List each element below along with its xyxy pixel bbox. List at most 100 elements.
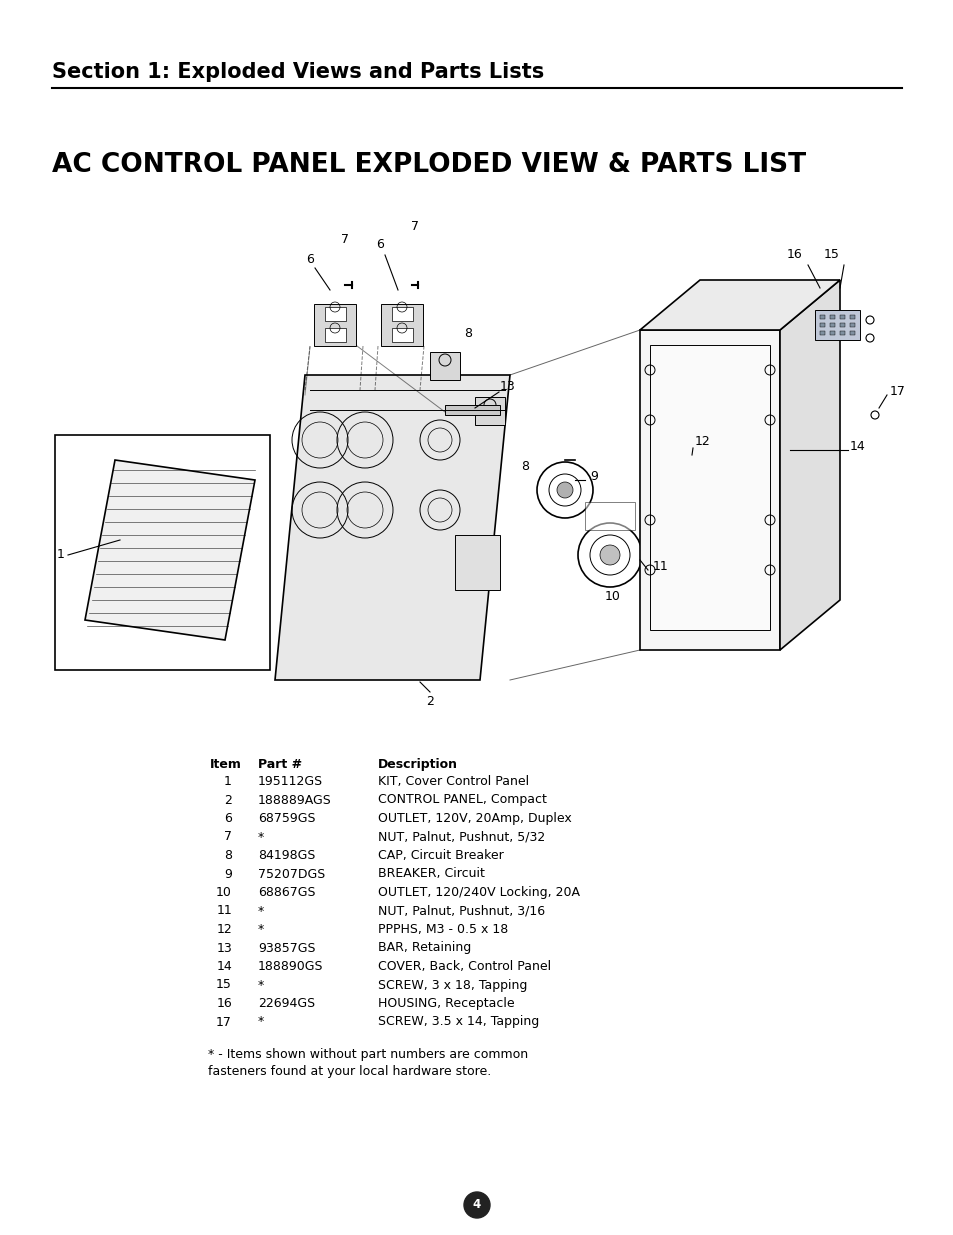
Bar bbox=[820, 324, 824, 327]
Text: 6: 6 bbox=[375, 238, 383, 251]
Text: COVER, Back, Control Panel: COVER, Back, Control Panel bbox=[377, 960, 551, 973]
Polygon shape bbox=[639, 280, 840, 330]
Text: BREAKER, Circuit: BREAKER, Circuit bbox=[377, 867, 484, 881]
Text: OUTLET, 120V, 20Amp, Duplex: OUTLET, 120V, 20Amp, Duplex bbox=[377, 811, 571, 825]
Text: HOUSING, Receptacle: HOUSING, Receptacle bbox=[377, 997, 514, 1010]
Text: 7: 7 bbox=[340, 233, 349, 246]
Circle shape bbox=[716, 426, 723, 433]
Text: CONTROL PANEL, Compact: CONTROL PANEL, Compact bbox=[377, 794, 546, 806]
Bar bbox=[840, 315, 844, 319]
Text: PPPHS, M3 - 0.5 x 18: PPPHS, M3 - 0.5 x 18 bbox=[377, 923, 508, 936]
Bar bbox=[380, 304, 422, 346]
Text: 84198GS: 84198GS bbox=[257, 848, 315, 862]
Text: 9: 9 bbox=[589, 471, 598, 483]
Polygon shape bbox=[274, 375, 510, 680]
Text: 16: 16 bbox=[785, 248, 801, 261]
Bar bbox=[849, 324, 854, 327]
Text: 2: 2 bbox=[426, 695, 434, 708]
Circle shape bbox=[463, 1192, 490, 1218]
Bar bbox=[849, 331, 854, 335]
Bar bbox=[314, 304, 355, 346]
Text: 8: 8 bbox=[463, 327, 472, 340]
Bar bbox=[840, 331, 844, 335]
Text: 188890GS: 188890GS bbox=[257, 960, 323, 973]
Text: fasteners found at your local hardware store.: fasteners found at your local hardware s… bbox=[208, 1065, 491, 1078]
Polygon shape bbox=[780, 280, 840, 650]
Text: 75207DGS: 75207DGS bbox=[257, 867, 325, 881]
Text: 8: 8 bbox=[520, 459, 529, 473]
Bar bbox=[392, 308, 413, 321]
Text: 1: 1 bbox=[57, 548, 65, 562]
Bar bbox=[849, 315, 854, 319]
Text: 7: 7 bbox=[411, 220, 418, 233]
Text: CAP, Circuit Breaker: CAP, Circuit Breaker bbox=[377, 848, 503, 862]
Text: 1: 1 bbox=[224, 776, 232, 788]
Text: Description: Description bbox=[377, 758, 457, 771]
Text: * - Items shown without part numbers are common: * - Items shown without part numbers are… bbox=[208, 1049, 528, 1061]
Circle shape bbox=[599, 545, 619, 564]
Text: *: * bbox=[257, 1015, 264, 1029]
Text: Section 1: Exploded Views and Parts Lists: Section 1: Exploded Views and Parts List… bbox=[52, 62, 543, 82]
Text: 11: 11 bbox=[216, 904, 232, 918]
Circle shape bbox=[683, 456, 691, 464]
Bar bbox=[820, 331, 824, 335]
Text: 17: 17 bbox=[216, 1015, 232, 1029]
Text: 17: 17 bbox=[889, 385, 905, 398]
Text: 9: 9 bbox=[224, 867, 232, 881]
Bar bbox=[475, 396, 504, 425]
Bar bbox=[814, 310, 859, 340]
Text: *: * bbox=[257, 923, 264, 936]
Text: 15: 15 bbox=[216, 978, 232, 992]
Bar bbox=[455, 535, 499, 590]
Text: 6: 6 bbox=[224, 811, 232, 825]
Text: 2: 2 bbox=[224, 794, 232, 806]
Text: 14: 14 bbox=[216, 960, 232, 973]
Text: 7: 7 bbox=[224, 830, 232, 844]
Text: 68759GS: 68759GS bbox=[257, 811, 315, 825]
Bar bbox=[392, 329, 413, 342]
Text: BAR, Retaining: BAR, Retaining bbox=[377, 941, 471, 955]
Bar bbox=[325, 329, 346, 342]
Text: 13: 13 bbox=[499, 380, 516, 393]
Bar bbox=[444, 405, 499, 415]
Text: Item: Item bbox=[210, 758, 242, 771]
Bar bbox=[829, 315, 834, 319]
Text: KIT, Cover Control Panel: KIT, Cover Control Panel bbox=[377, 776, 529, 788]
Text: 188889AGS: 188889AGS bbox=[257, 794, 332, 806]
Text: 10: 10 bbox=[216, 885, 232, 899]
Polygon shape bbox=[639, 330, 780, 650]
Bar bbox=[829, 331, 834, 335]
Bar bbox=[829, 324, 834, 327]
Circle shape bbox=[557, 482, 573, 498]
Text: 68867GS: 68867GS bbox=[257, 885, 315, 899]
Bar bbox=[840, 324, 844, 327]
Text: AC CONTROL PANEL EXPLODED VIEW & PARTS LIST: AC CONTROL PANEL EXPLODED VIEW & PARTS L… bbox=[52, 152, 805, 178]
Text: 12: 12 bbox=[216, 923, 232, 936]
Text: *: * bbox=[257, 830, 264, 844]
Text: 4: 4 bbox=[473, 1198, 480, 1212]
Bar bbox=[325, 308, 346, 321]
Text: OUTLET, 120/240V Locking, 20A: OUTLET, 120/240V Locking, 20A bbox=[377, 885, 579, 899]
Text: 195112GS: 195112GS bbox=[257, 776, 323, 788]
Text: *: * bbox=[257, 978, 264, 992]
Text: 11: 11 bbox=[652, 559, 668, 573]
Text: SCREW, 3.5 x 14, Tapping: SCREW, 3.5 x 14, Tapping bbox=[377, 1015, 538, 1029]
Bar bbox=[584, 501, 635, 530]
Text: 15: 15 bbox=[823, 248, 840, 261]
Text: 8: 8 bbox=[224, 848, 232, 862]
Text: NUT, Palnut, Pushnut, 5/32: NUT, Palnut, Pushnut, 5/32 bbox=[377, 830, 545, 844]
Text: SCREW, 3 x 18, Tapping: SCREW, 3 x 18, Tapping bbox=[377, 978, 527, 992]
Bar bbox=[820, 315, 824, 319]
Text: 14: 14 bbox=[849, 440, 864, 453]
Text: 12: 12 bbox=[695, 435, 710, 448]
Text: Part #: Part # bbox=[257, 758, 302, 771]
Text: 93857GS: 93857GS bbox=[257, 941, 315, 955]
Text: 6: 6 bbox=[306, 253, 314, 266]
Bar bbox=[430, 352, 459, 380]
Text: 16: 16 bbox=[216, 997, 232, 1010]
Bar bbox=[649, 345, 769, 630]
Text: NUT, Palnut, Pushnut, 3/16: NUT, Palnut, Pushnut, 3/16 bbox=[377, 904, 544, 918]
Text: *: * bbox=[257, 904, 264, 918]
Polygon shape bbox=[85, 459, 254, 640]
Text: 22694GS: 22694GS bbox=[257, 997, 314, 1010]
